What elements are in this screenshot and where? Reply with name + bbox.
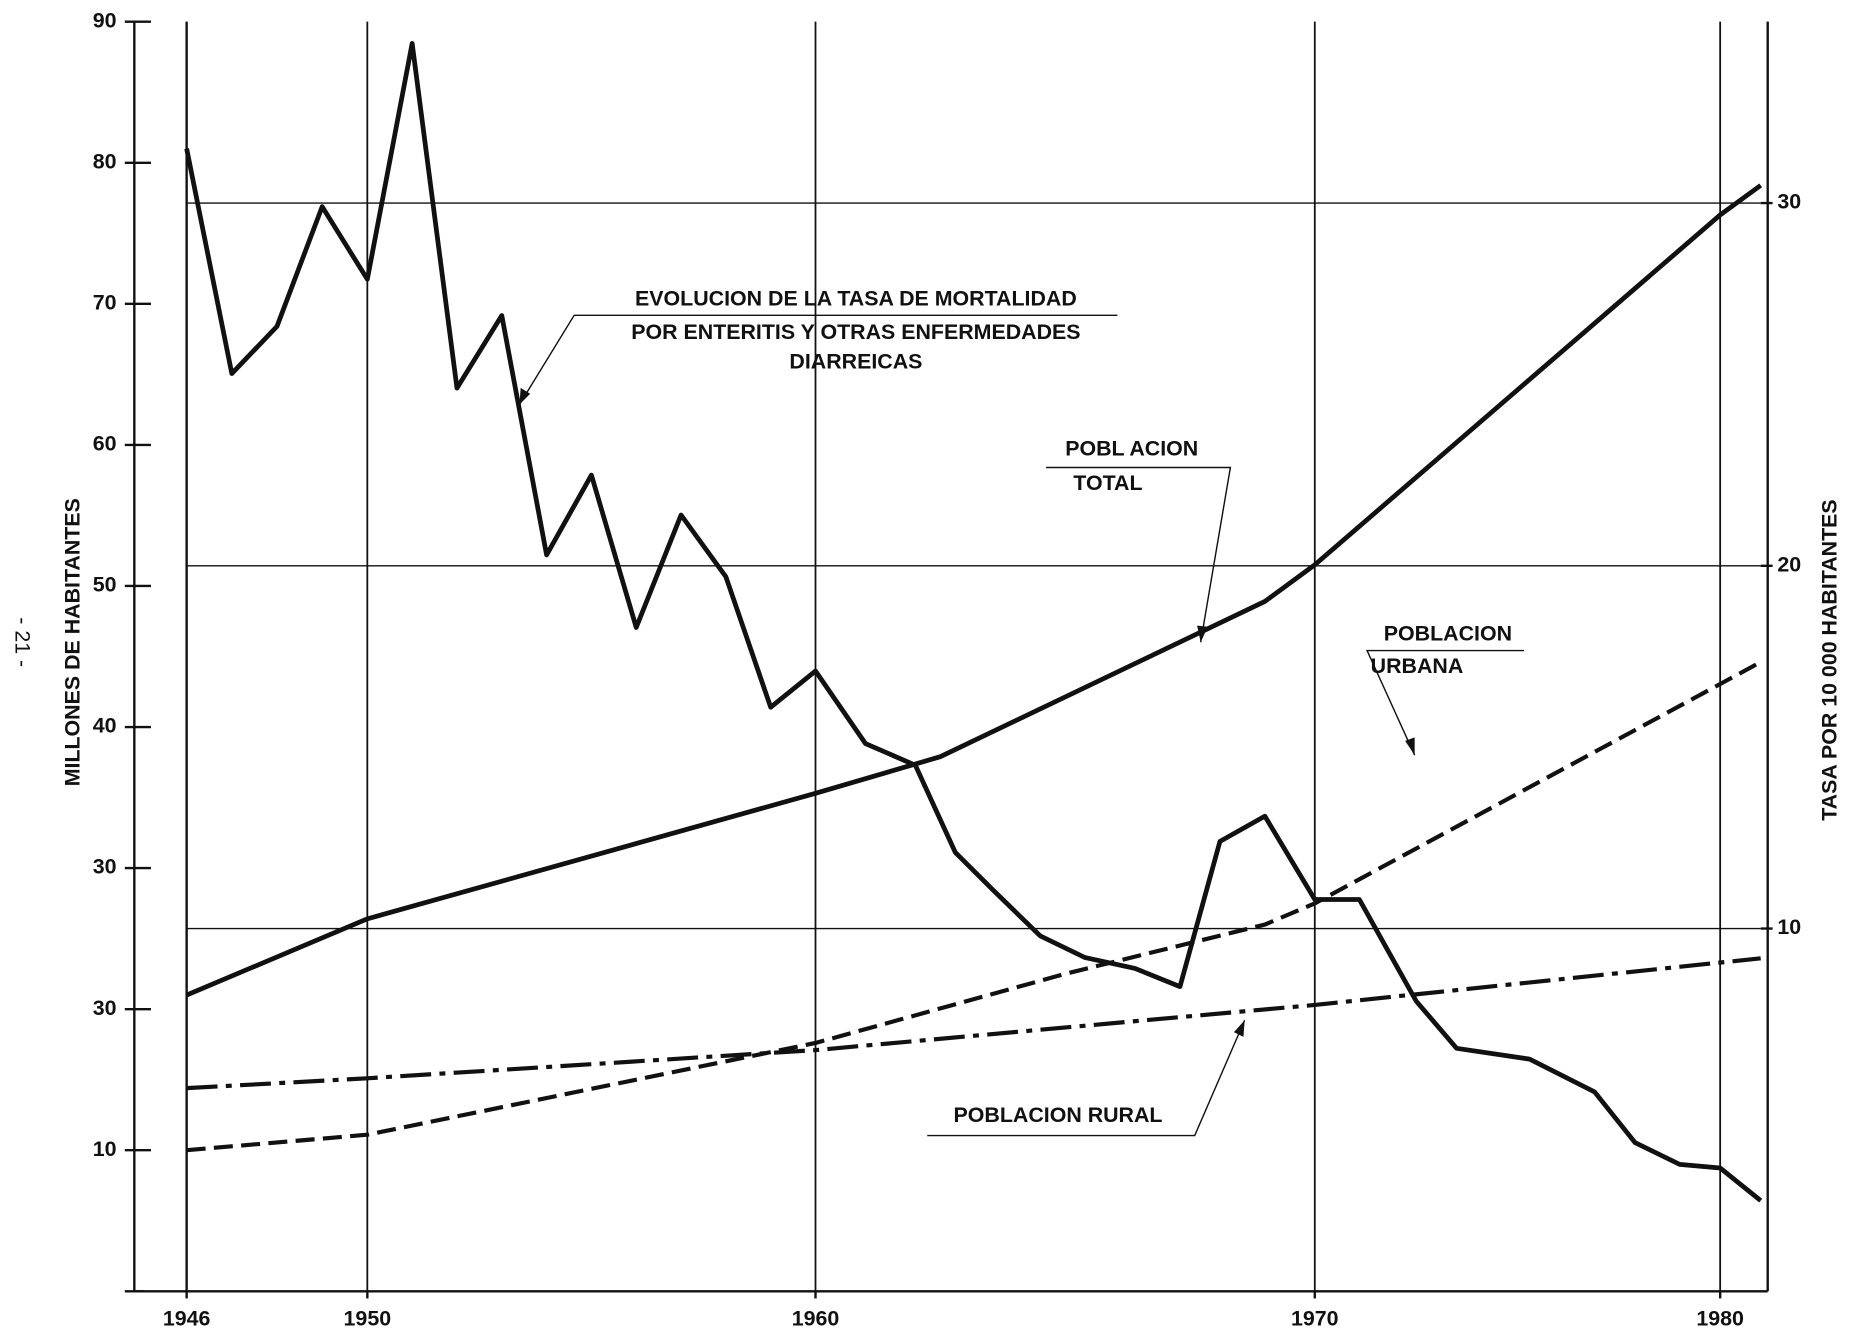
page-number: - 21 - bbox=[11, 617, 35, 667]
annotation-text: POBLACION bbox=[1384, 622, 1512, 646]
y2-axis-label: TASA POR 10 000 HABITANTES bbox=[1817, 499, 1841, 820]
y-tick-label: 30 bbox=[93, 996, 117, 1020]
annotation-text: EVOLUCION DE LA TASA DE MORTALIDAD bbox=[635, 287, 1077, 311]
annotation-rural: POBLACION RURAL bbox=[927, 1019, 1246, 1137]
series-line bbox=[186, 660, 1762, 1153]
arrow-head bbox=[1233, 1020, 1245, 1037]
annotation-text: POBL ACION bbox=[1065, 436, 1198, 460]
series-line bbox=[186, 956, 1761, 1091]
y-tick-label: 10 bbox=[93, 1137, 117, 1161]
annotation-text: URBANA bbox=[1371, 654, 1464, 678]
annotation-text: TOTAL bbox=[1073, 471, 1142, 495]
leader-line bbox=[518, 314, 1118, 405]
leader-line bbox=[1046, 466, 1232, 643]
series-line bbox=[185, 183, 1763, 998]
y-tick-label: 30 bbox=[93, 855, 117, 879]
leader-line bbox=[927, 1019, 1246, 1137]
y-tick-label: 60 bbox=[93, 432, 117, 456]
annotation-text: POR ENTERITIS Y OTRAS ENFERMEDADES bbox=[631, 320, 1080, 344]
arrow-head bbox=[1197, 625, 1208, 643]
y-tick-label: 90 bbox=[93, 8, 117, 32]
y-axis-label: MILLONES DE HABITANTES bbox=[60, 498, 84, 786]
x-tick-label: 1980 bbox=[1696, 1306, 1744, 1330]
y-tick-label: 50 bbox=[93, 573, 117, 597]
leader-line bbox=[1365, 649, 1525, 756]
arrow-head bbox=[519, 387, 531, 405]
x-tick-label: 1946 bbox=[163, 1306, 211, 1330]
y2-tick-label: 10 bbox=[1777, 915, 1801, 939]
annotation-text: DIARREICAS bbox=[789, 350, 922, 374]
x-tick-label: 1970 bbox=[1291, 1306, 1339, 1330]
y-tick-label: 80 bbox=[93, 149, 117, 173]
annotation-total: POBL ACION TOTAL bbox=[1046, 436, 1232, 643]
y2-tick-label: 30 bbox=[1777, 190, 1801, 214]
annotation-text: POBLACION RURAL bbox=[954, 1103, 1163, 1127]
x-tick-label: 1960 bbox=[792, 1306, 840, 1330]
arrow-head bbox=[1405, 737, 1415, 756]
annotation-mortality: EVOLUCION DE LA TASA DE MORTALIDAD POR E… bbox=[518, 287, 1118, 405]
y-tick-label: 40 bbox=[93, 714, 117, 738]
x-tick-label: 1950 bbox=[344, 1306, 392, 1330]
series-line bbox=[184, 41, 1763, 1203]
y-tick-label: 70 bbox=[93, 290, 117, 314]
annotation-urban: POBLACION URBANA bbox=[1365, 622, 1525, 756]
y2-tick-label: 20 bbox=[1777, 552, 1801, 576]
